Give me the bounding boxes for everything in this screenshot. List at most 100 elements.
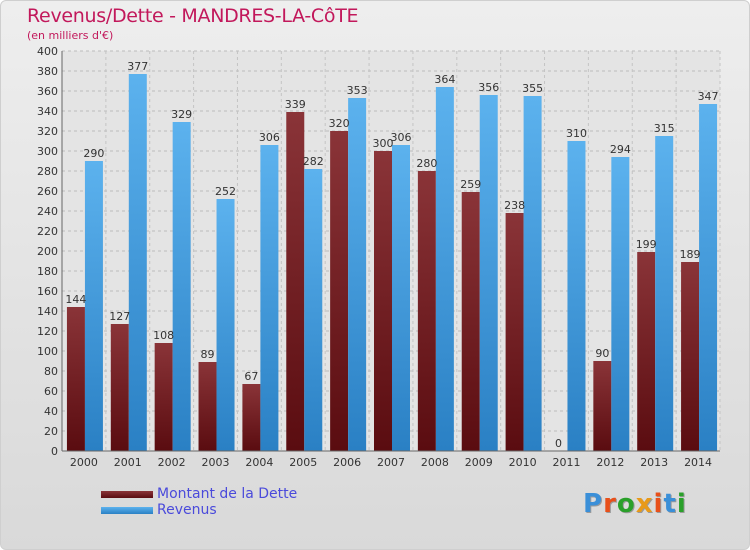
bar-revenus bbox=[348, 98, 367, 451]
bar-dette bbox=[505, 213, 524, 451]
y-tick-label: 140 bbox=[37, 305, 58, 318]
y-tick-label: 200 bbox=[37, 245, 58, 258]
bar-revenus bbox=[567, 141, 586, 451]
value-label-revenus: 377 bbox=[127, 60, 148, 73]
x-tick-label: 2004 bbox=[245, 456, 273, 469]
value-label-revenus: 306 bbox=[259, 131, 280, 144]
logo-letter: r bbox=[603, 489, 617, 519]
value-label-dette: 339 bbox=[285, 98, 306, 111]
value-label-dette: 238 bbox=[504, 199, 525, 212]
chart-title: Revenus/Dette - MANDRES-LA-CôTE bbox=[27, 5, 359, 27]
x-tick-label: 2001 bbox=[114, 456, 142, 469]
value-label-dette: 300 bbox=[373, 137, 394, 150]
bar-dette bbox=[417, 171, 436, 451]
y-tick-label: 380 bbox=[37, 65, 58, 78]
value-label-dette: 90 bbox=[595, 347, 609, 360]
x-tick-label: 2013 bbox=[640, 456, 668, 469]
value-label-dette: 189 bbox=[680, 248, 701, 261]
legend-item-revenus: Revenus bbox=[101, 502, 361, 519]
logo-letter: o bbox=[616, 489, 636, 519]
value-label-revenus: 282 bbox=[303, 155, 324, 168]
bar-dette bbox=[66, 307, 85, 451]
bar-revenus bbox=[699, 104, 718, 451]
y-tick-label: 20 bbox=[44, 425, 58, 438]
y-tick-label: 320 bbox=[37, 125, 58, 138]
legend-swatch-revenus bbox=[101, 507, 153, 514]
value-label-revenus: 329 bbox=[171, 108, 192, 121]
value-label-revenus: 290 bbox=[83, 147, 104, 160]
value-label-dette: 67 bbox=[244, 370, 258, 383]
value-label-dette: 320 bbox=[329, 117, 350, 130]
value-label-dette: 199 bbox=[636, 238, 657, 251]
axes: 0 20 40 60 80 100 120 140 160 180 200 220 240 260 280 3… bbox=[37, 45, 720, 469]
x-tick-label: 2006 bbox=[333, 456, 361, 469]
value-label-dette: 89 bbox=[201, 348, 215, 361]
logo-letter: t bbox=[663, 489, 677, 519]
x-tick-label: 2010 bbox=[509, 456, 537, 469]
y-tick-label: 400 bbox=[37, 45, 58, 58]
legend-item-dette: Montant de la Dette bbox=[101, 486, 361, 503]
value-label-revenus: 294 bbox=[610, 143, 631, 156]
legend-label-revenus: Revenus bbox=[157, 502, 217, 518]
y-tick-label: 160 bbox=[37, 285, 58, 298]
bar-dette bbox=[637, 252, 656, 451]
value-label-revenus: 347 bbox=[698, 90, 719, 103]
x-tick-label: 2012 bbox=[596, 456, 624, 469]
bar-revenus bbox=[216, 199, 235, 451]
legend-swatch-dette bbox=[101, 491, 153, 498]
x-tick-label: 2005 bbox=[289, 456, 317, 469]
y-tick-label: 0 bbox=[51, 445, 58, 458]
value-label-dette: 280 bbox=[416, 157, 437, 170]
y-tick-label: 100 bbox=[37, 345, 58, 358]
bar-dette bbox=[198, 362, 217, 451]
value-label-revenus: 315 bbox=[654, 122, 675, 135]
x-tick-label: 2000 bbox=[70, 456, 98, 469]
logo-letter: x bbox=[635, 489, 654, 519]
bars bbox=[66, 74, 718, 451]
y-tick-label: 180 bbox=[37, 265, 58, 278]
bar-revenus bbox=[435, 87, 454, 451]
y-tick-label: 40 bbox=[44, 405, 58, 418]
y-tick-label: 280 bbox=[37, 165, 58, 178]
bar-dette bbox=[681, 262, 700, 451]
value-label-revenus: 353 bbox=[347, 84, 368, 97]
x-tick-label: 2002 bbox=[158, 456, 186, 469]
bar-revenus bbox=[523, 96, 542, 451]
logo-letter: i bbox=[676, 489, 687, 519]
y-tick-label: 60 bbox=[44, 385, 58, 398]
bar-dette bbox=[286, 112, 305, 451]
y-tick-label: 80 bbox=[44, 365, 58, 378]
logo-letter: i bbox=[653, 489, 664, 519]
bar-dette bbox=[330, 131, 349, 451]
logo-letter: P bbox=[583, 489, 604, 519]
x-tick-label: 2003 bbox=[202, 456, 230, 469]
value-label-dette: 144 bbox=[65, 293, 86, 306]
bar-revenus bbox=[84, 161, 103, 451]
bar-dette bbox=[154, 343, 173, 451]
bar-dette bbox=[110, 324, 129, 451]
value-label-dette: 127 bbox=[109, 310, 130, 323]
bar-dette bbox=[593, 361, 612, 451]
x-tick-label: 2011 bbox=[552, 456, 580, 469]
y-tick-label: 220 bbox=[37, 225, 58, 238]
value-label-revenus: 355 bbox=[522, 82, 543, 95]
bar-dette bbox=[461, 192, 480, 451]
y-tick-label: 260 bbox=[37, 185, 58, 198]
y-tick-label: 240 bbox=[37, 205, 58, 218]
bar-revenus bbox=[172, 122, 191, 451]
bar-revenus bbox=[304, 169, 323, 451]
value-label-dette: 0 bbox=[555, 437, 562, 450]
y-tick-label: 340 bbox=[37, 105, 58, 118]
bar-revenus bbox=[128, 74, 147, 451]
legend: Montant de la Dette Revenus bbox=[101, 486, 361, 519]
x-tick-label: 2014 bbox=[684, 456, 712, 469]
bar-revenus bbox=[611, 157, 630, 451]
bar-dette bbox=[374, 151, 392, 451]
y-tick-label: 360 bbox=[37, 85, 58, 98]
value-label-revenus: 310 bbox=[566, 127, 587, 140]
x-tick-label: 2007 bbox=[377, 456, 405, 469]
value-label-dette: 259 bbox=[460, 178, 481, 191]
bar-revenus bbox=[392, 145, 410, 451]
